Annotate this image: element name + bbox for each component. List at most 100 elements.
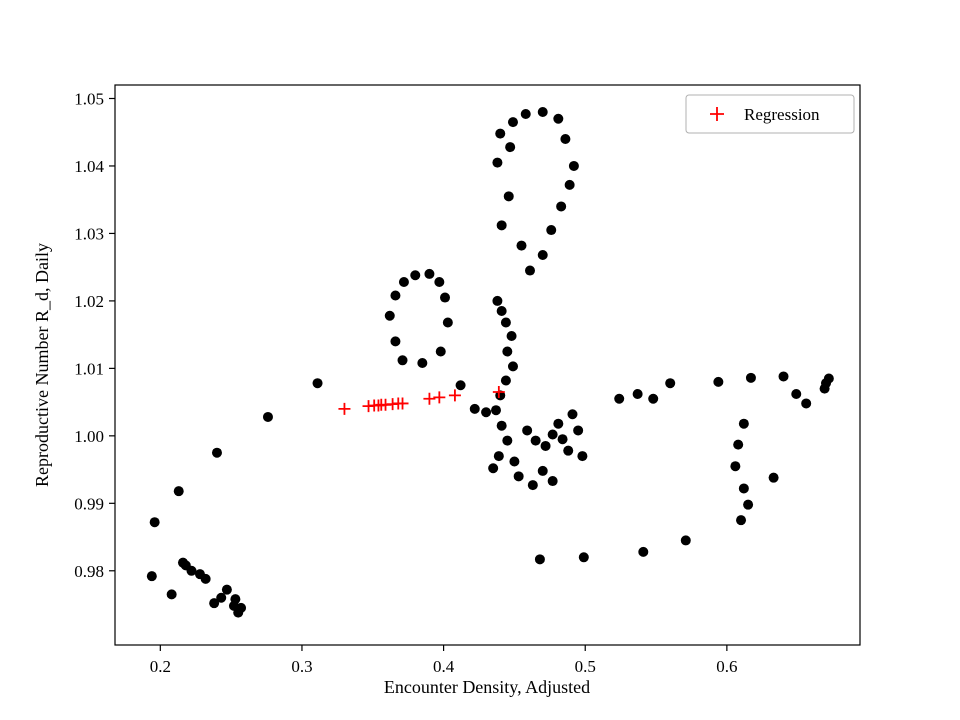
data-point	[490, 405, 501, 416]
data-point	[553, 418, 564, 429]
regression-point	[448, 389, 461, 402]
data-point	[736, 515, 747, 526]
data-point	[312, 378, 323, 389]
data-point	[410, 270, 421, 281]
data-point	[434, 277, 445, 288]
data-point	[713, 376, 724, 387]
y-tick-label: 0.98	[74, 562, 104, 581]
data-point	[500, 317, 511, 328]
data-point	[492, 295, 503, 306]
data-point	[522, 425, 533, 436]
data-point	[527, 480, 538, 491]
data-point	[390, 336, 401, 347]
data-point	[503, 191, 514, 202]
data-point	[507, 117, 518, 128]
data-point	[496, 220, 507, 231]
data-point	[540, 440, 551, 451]
data-point	[648, 393, 659, 404]
data-point	[632, 389, 643, 400]
data-point	[537, 250, 548, 261]
data-point	[513, 471, 524, 482]
data-point	[556, 201, 567, 212]
legend: Regression	[685, 94, 855, 134]
legend-box	[685, 94, 855, 134]
data-point	[173, 486, 184, 497]
data-point	[638, 546, 649, 557]
data-point	[166, 589, 177, 600]
x-tick-label: 0.2	[150, 657, 171, 676]
data-point	[730, 461, 741, 472]
data-point	[200, 573, 211, 584]
data-point	[216, 592, 227, 603]
data-point	[435, 346, 446, 357]
data-point	[262, 411, 273, 422]
data-point	[398, 277, 409, 288]
regression-point	[492, 385, 505, 398]
data-point	[496, 420, 507, 431]
data-point	[495, 128, 506, 139]
data-point	[211, 447, 222, 458]
data-point	[469, 403, 480, 414]
data-point	[384, 310, 395, 321]
data-point	[186, 565, 197, 576]
data-point	[733, 439, 744, 450]
data-point	[149, 517, 160, 528]
data-point	[492, 157, 503, 168]
data-point	[502, 346, 513, 357]
data-point	[509, 456, 520, 467]
x-tick-label: 0.3	[291, 657, 312, 676]
regression-point	[338, 402, 351, 415]
data-point	[547, 476, 558, 487]
data-point	[743, 499, 754, 510]
data-point	[819, 383, 830, 394]
data-point	[546, 225, 557, 236]
data-point	[442, 317, 453, 328]
data-point	[553, 113, 564, 124]
data-point	[496, 306, 507, 317]
data-point	[563, 445, 574, 456]
data-point	[236, 602, 247, 613]
x-axis-label: Encounter Density, Adjusted	[384, 677, 590, 697]
data-point	[481, 407, 492, 418]
legend-label: Regression	[744, 105, 820, 124]
data-point	[455, 380, 466, 391]
y-axis-label: Reproductive Number R_d, Daily	[32, 243, 52, 487]
data-point	[390, 290, 401, 301]
y-tick-label: 1.03	[74, 224, 104, 243]
data-point	[680, 535, 691, 546]
data-point	[488, 463, 499, 474]
data-point	[537, 106, 548, 117]
x-tick-label: 0.5	[575, 657, 596, 676]
data-point	[537, 465, 548, 476]
data-point	[534, 554, 545, 565]
data-point	[505, 142, 516, 153]
x-tick-label: 0.4	[433, 657, 455, 676]
data-point	[524, 265, 535, 276]
data-point	[567, 409, 578, 420]
y-tick-label: 1.00	[74, 427, 104, 446]
data-point	[417, 357, 428, 368]
data-point	[560, 133, 571, 144]
data-point	[530, 435, 541, 446]
axis-ticks: 0.2 0.3 0.4 0.5 0.6 0.98 0.99 1.00 1.01 1.02 1.03 1…	[74, 89, 737, 676]
data-point	[424, 268, 435, 279]
data-point	[230, 594, 241, 605]
data-point	[823, 373, 834, 384]
plus-marker-icon	[710, 107, 724, 121]
data-point	[564, 179, 575, 190]
x-tick-label: 0.6	[716, 657, 737, 676]
y-tick-label: 1.02	[74, 292, 104, 311]
plot-border	[114, 84, 861, 646]
regression-point	[396, 397, 409, 410]
data-point	[665, 378, 676, 389]
data-point	[516, 240, 527, 251]
data-point	[801, 398, 812, 409]
data-point	[500, 375, 511, 386]
data-point	[738, 483, 749, 494]
data-point	[506, 330, 517, 341]
data-point	[778, 371, 789, 382]
data-point	[146, 571, 157, 582]
data-point	[614, 393, 625, 404]
